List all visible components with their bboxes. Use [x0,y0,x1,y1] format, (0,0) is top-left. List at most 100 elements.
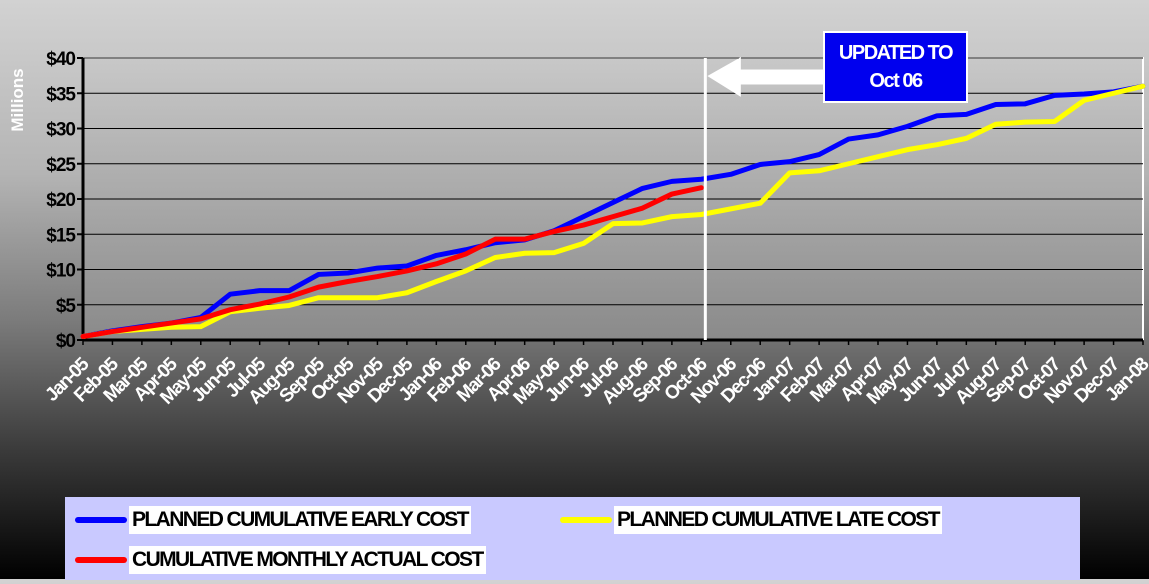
series-2-point [670,192,674,196]
series-2-point [523,237,526,241]
y-tick-label: $5 [56,296,77,317]
series-0-point [1024,102,1027,106]
updated-to-callout: UPDATED TO Oct 06 [823,31,968,103]
series-1-point [435,280,438,283]
series-2-point [494,237,497,241]
series-1-point [376,296,379,299]
series-1-point [258,307,261,310]
series-2-point [199,317,202,321]
series-2-point [287,295,291,299]
series-1-point [788,171,791,175]
series-0-point [1082,92,1086,96]
y-tick-label: $10 [46,261,75,282]
series-0-point [464,248,467,251]
series-0-point [847,137,850,141]
series-0-point [759,163,762,166]
series-1-point [965,137,968,140]
series-2-point [464,252,467,256]
series-2-point [700,186,703,189]
series-0-point [611,201,615,204]
series-0-point [670,180,674,183]
series-1-point [935,143,939,146]
series-1-point [641,221,644,225]
series-0-point [229,292,232,296]
series-2-point [111,330,114,333]
series-1-point [346,296,350,299]
series-1-point [494,256,497,259]
y-tick-label: $0 [56,331,76,352]
series-2-point [229,308,232,311]
series-1-point [582,242,585,245]
series-2-point [582,223,585,227]
series-0-point [935,114,939,118]
series-0-point [582,215,585,218]
callout-line-2: Oct 06 [869,70,923,92]
series-1-point [700,213,703,216]
chart-legend: PLANNED CUMULATIVE EARLY COST PLANNED CU… [65,497,1080,580]
series-0-point [317,273,320,276]
series-1-point [1112,92,1115,95]
legend-swatch-early [75,517,127,523]
series-1-point [317,296,320,299]
series-0-point [906,125,909,128]
callout-line-1: UPDATED TO [838,42,954,64]
series-0-point [965,113,968,116]
series-1-point [464,269,467,273]
series-0-point [287,289,291,292]
series-0-point [994,103,997,106]
series-2-point [258,302,261,306]
y-tick-label: $25 [46,155,76,176]
series-1-point [287,304,291,307]
y-tick-label: $15 [46,225,76,246]
series-0-point [817,153,821,156]
series-1-point [847,162,850,165]
series-0-point [876,133,880,137]
y-tick-label: $30 [46,120,75,141]
legend-swatch-actual [75,557,127,563]
legend-label-early: PLANNED CUMULATIVE EARLY COST [129,506,471,534]
series-0-point [700,178,703,181]
legend-swatch-late [560,517,612,523]
series-2-point [81,335,85,338]
legend-label-actual: CUMULATIVE MONTHLY ACTUAL COST [129,546,486,574]
series-1-point [729,207,732,211]
series-2-point [346,280,350,283]
series-0-point [788,160,791,163]
series-0-point [376,266,379,270]
series-1-point [170,326,173,329]
series-0-point [435,254,438,257]
series-1-point [199,325,202,328]
series-1-point [817,169,821,172]
series-1-point [552,251,556,254]
series-2-point [317,285,320,289]
series-1-point [994,123,997,126]
series-2-point [170,321,173,325]
series-1-point [670,215,674,218]
series-1-point [1024,120,1027,124]
series-line-2 [80,185,704,339]
y-tick-label: $40 [46,49,75,70]
series-1-point [906,148,909,151]
series-1-point [1141,85,1145,88]
series-1-point [1053,120,1056,123]
y-axis-label: Millions [8,68,27,131]
series-2-point [405,269,409,273]
series-0-point [1053,94,1056,97]
series-2-point [611,215,615,218]
y-tick-label: $35 [46,84,76,105]
series-1-point [876,155,880,158]
series-2-point [552,230,556,233]
legend-label-late: PLANNED CUMULATIVE LATE COST [614,506,942,534]
series-1-point [405,291,409,294]
series-1-point [523,252,526,255]
series-2-point [140,326,144,329]
series-2-point [641,206,644,210]
series-0-point [729,173,732,176]
series-0-point [258,289,261,292]
series-2-point [376,275,379,278]
series-2-point [435,262,438,266]
series-0-point [346,271,350,275]
series-0-point [641,187,644,190]
